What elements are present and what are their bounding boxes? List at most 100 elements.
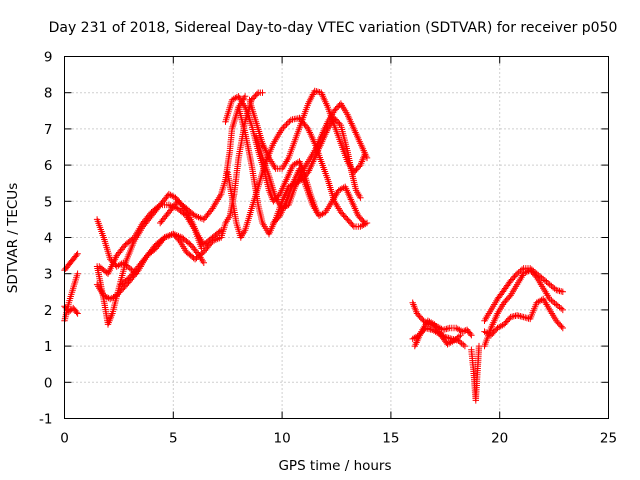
data-point (199, 250, 206, 257)
y-tick-label: 6 (44, 158, 53, 174)
series-track-2 (61, 270, 81, 324)
x-tick-label: 25 (600, 431, 617, 447)
data-point (460, 341, 467, 348)
data-point (336, 120, 343, 127)
data-point (455, 333, 463, 340)
y-tick-label: 0 (44, 375, 53, 391)
data-point (548, 282, 555, 290)
data-point (126, 265, 133, 272)
data-point (125, 275, 132, 282)
data-point (548, 297, 555, 304)
data-point (147, 210, 154, 217)
data-point (512, 271, 519, 279)
data-point (497, 323, 504, 330)
data-point (155, 202, 162, 210)
data-point (559, 324, 566, 332)
y-tick-label: 2 (44, 303, 53, 319)
data-point (549, 298, 557, 305)
data-point (456, 338, 464, 346)
data-point (303, 170, 311, 177)
data-point (357, 194, 364, 201)
data-point (554, 302, 562, 309)
series-track-7 (96, 201, 205, 277)
data-point (74, 250, 81, 257)
data-point (517, 267, 524, 275)
data-point (441, 326, 448, 333)
data-point (253, 90, 261, 98)
data-point (303, 124, 311, 131)
data-point (558, 323, 565, 330)
x-tick-label: 0 (60, 431, 69, 447)
data-point (259, 89, 266, 96)
data-point (186, 240, 193, 247)
data-point (251, 93, 258, 101)
data-point (450, 337, 458, 344)
data-point (518, 266, 526, 273)
data-point (169, 192, 176, 200)
data-point (457, 332, 464, 339)
series-track-22 (481, 295, 566, 339)
x-axis-label: GPS time / hours (278, 458, 391, 474)
data-point (549, 284, 557, 291)
series-track-19 (468, 342, 483, 404)
axis-ticks: -1 0 1 2 3 4 5 6 7 8 9 0 5 10 15 20 25 (39, 50, 617, 447)
series-track-15 (270, 165, 368, 227)
data-point (151, 246, 158, 253)
series-track-3 (61, 303, 81, 317)
data-point (320, 209, 328, 217)
data-point (74, 270, 81, 277)
data-point (411, 334, 418, 342)
data-point (278, 125, 286, 133)
data-point (291, 161, 298, 168)
data-point (349, 222, 356, 229)
data-point (482, 329, 490, 336)
data-point (538, 296, 545, 304)
data-point (337, 186, 344, 193)
data-point (429, 320, 436, 327)
data-point (74, 310, 81, 317)
data-point (360, 218, 367, 225)
data-point (559, 306, 566, 314)
y-tick-label: 9 (44, 50, 53, 66)
x-tick-label: 10 (274, 431, 291, 447)
data-point (424, 317, 432, 324)
y-tick-label: 4 (44, 231, 53, 247)
data-point (200, 259, 207, 266)
data-point (520, 313, 527, 321)
x-tick-label: 20 (491, 431, 508, 447)
data-point (467, 330, 474, 338)
y-tick-label: 3 (44, 267, 53, 283)
data-point (361, 219, 368, 227)
y-tick-label: -1 (39, 412, 52, 428)
data-point (280, 124, 287, 131)
data-point (445, 340, 453, 347)
data-point (241, 93, 249, 100)
plot-frame (64, 56, 609, 419)
series-track-9 (157, 93, 249, 227)
data-point (335, 103, 342, 110)
data-point (281, 122, 289, 130)
data-point (475, 342, 483, 350)
data-point (454, 334, 461, 342)
data-point (335, 119, 342, 126)
y-tick-label: 7 (44, 122, 53, 138)
data-point (553, 301, 560, 308)
data-point (284, 119, 292, 127)
series-track-8 (117, 89, 266, 288)
y-tick-label: 1 (44, 339, 53, 355)
data-point (461, 342, 469, 350)
data-point (73, 309, 80, 316)
data-point (544, 280, 552, 287)
series-track-18 (411, 317, 464, 350)
x-tick-label: 5 (169, 431, 178, 447)
x-tick-label: 15 (382, 431, 399, 447)
data-point (208, 206, 215, 214)
data-point (506, 293, 513, 301)
data-point (559, 288, 566, 295)
data-point (541, 277, 549, 284)
data-point (543, 278, 550, 285)
data-point (459, 328, 466, 335)
data-point (533, 299, 540, 306)
y-tick-label: 5 (44, 194, 53, 210)
